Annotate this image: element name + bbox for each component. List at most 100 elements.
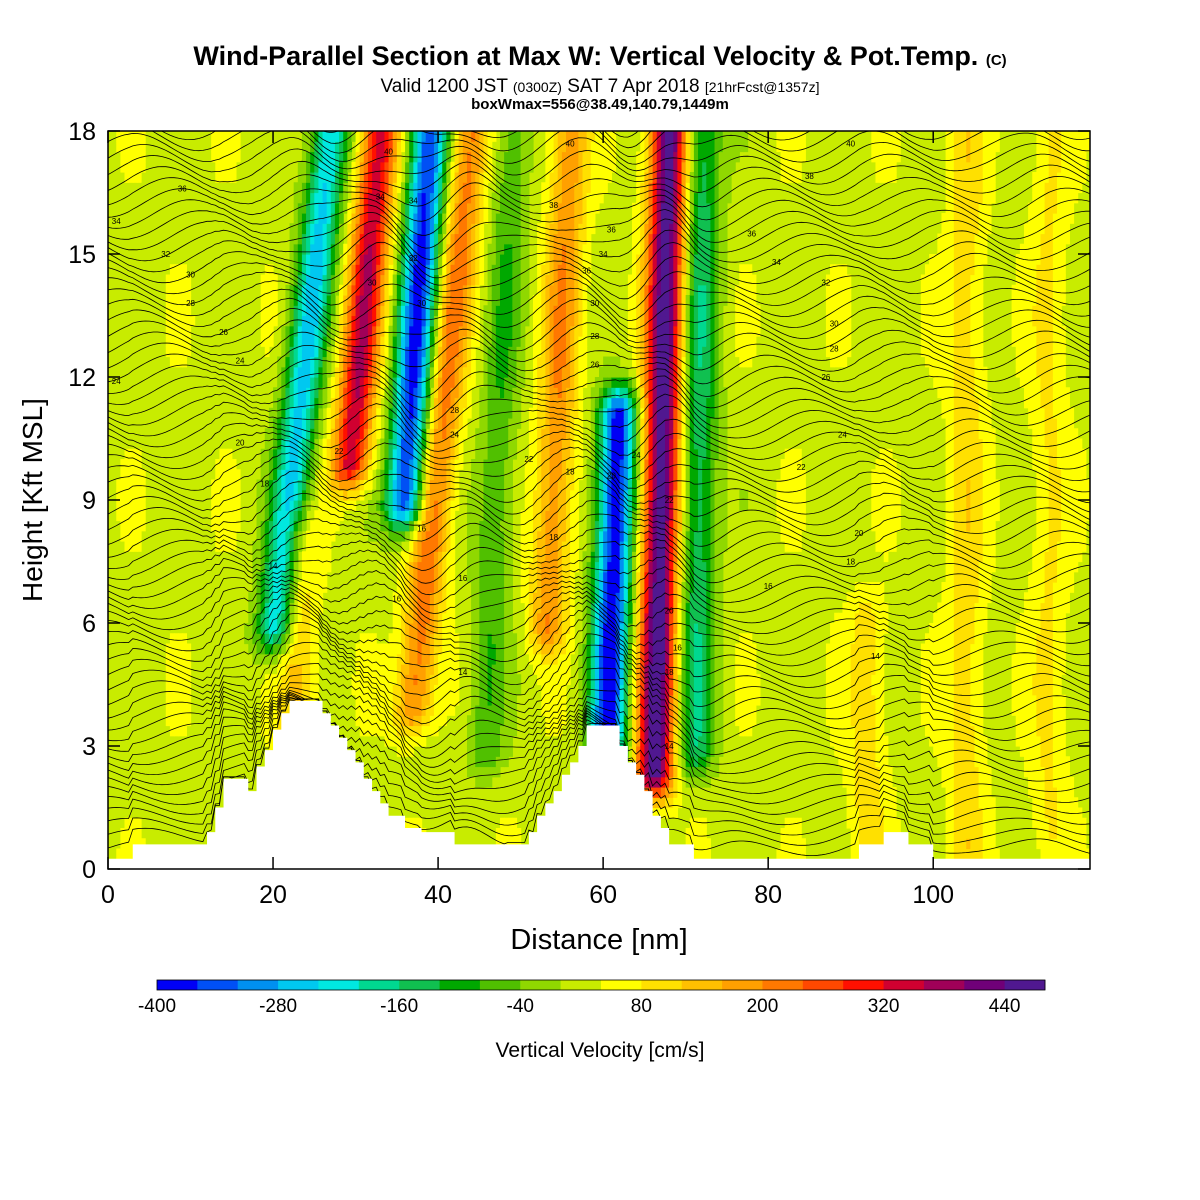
field-cell bbox=[586, 643, 592, 655]
field-cell bbox=[169, 295, 175, 306]
field-cell bbox=[289, 510, 295, 522]
field-cell bbox=[417, 489, 423, 501]
field-cell bbox=[174, 715, 179, 727]
field-cell bbox=[541, 571, 546, 583]
field-cell bbox=[636, 684, 641, 696]
field-cell bbox=[223, 479, 229, 491]
field-cell bbox=[376, 305, 381, 317]
field-cell bbox=[405, 254, 410, 265]
field-cell bbox=[120, 161, 126, 173]
field-cell bbox=[483, 725, 489, 737]
field-cell bbox=[380, 643, 386, 655]
field-cell bbox=[446, 161, 452, 173]
field-cell bbox=[615, 705, 621, 716]
field-cell bbox=[310, 336, 315, 347]
field-cell bbox=[479, 438, 485, 450]
field-cell bbox=[351, 305, 357, 317]
field-cell bbox=[557, 202, 563, 214]
field-cell bbox=[421, 602, 427, 614]
field-cell bbox=[306, 571, 311, 583]
field-cell bbox=[450, 561, 456, 573]
field-cell bbox=[136, 448, 142, 460]
field-cell bbox=[322, 571, 328, 583]
field-cell bbox=[565, 520, 571, 532]
field-cell bbox=[310, 141, 315, 153]
field-cell bbox=[508, 448, 513, 460]
field-cell bbox=[479, 510, 485, 522]
field-cell bbox=[454, 305, 460, 317]
field-cell bbox=[557, 172, 563, 183]
field-cell bbox=[574, 315, 579, 327]
field-cell bbox=[504, 397, 509, 409]
field-cell bbox=[438, 141, 443, 153]
field-cell bbox=[487, 346, 493, 358]
field-cell bbox=[632, 561, 637, 573]
field-cell bbox=[301, 295, 307, 306]
field-cell bbox=[330, 295, 336, 306]
field-cell bbox=[433, 233, 439, 245]
field-cell bbox=[293, 325, 299, 337]
field-cell bbox=[446, 479, 452, 491]
field-cell bbox=[363, 633, 369, 645]
field-cell bbox=[347, 161, 353, 173]
field-cell bbox=[405, 674, 410, 686]
field-cell bbox=[570, 448, 575, 460]
field-cell bbox=[433, 141, 439, 153]
field-cell bbox=[314, 305, 320, 317]
field-cell bbox=[528, 161, 534, 173]
field-cell bbox=[570, 438, 575, 450]
field-cell bbox=[306, 377, 311, 388]
field-cell bbox=[322, 182, 328, 194]
field-cell bbox=[532, 612, 538, 624]
field-cell bbox=[314, 530, 320, 542]
field-cell bbox=[273, 612, 278, 624]
field-cell bbox=[322, 346, 328, 358]
field-cell bbox=[355, 202, 361, 214]
field-cell bbox=[409, 295, 414, 306]
field-cell bbox=[396, 141, 402, 153]
field-cell bbox=[627, 438, 633, 450]
field-cell bbox=[599, 664, 604, 675]
field-cell bbox=[301, 141, 307, 153]
field-cell bbox=[553, 725, 559, 737]
field-cell bbox=[429, 694, 435, 706]
field-cell bbox=[495, 325, 501, 337]
field-cell bbox=[301, 571, 307, 583]
field-cell bbox=[301, 397, 307, 409]
field-cell bbox=[565, 541, 571, 552]
field-cell bbox=[557, 131, 563, 142]
field-cell bbox=[636, 633, 641, 645]
field-cell bbox=[326, 561, 332, 573]
field-cell bbox=[376, 366, 381, 378]
field-cell bbox=[363, 520, 369, 532]
field-cell bbox=[438, 366, 443, 378]
field-cell bbox=[442, 274, 447, 286]
field-cell bbox=[487, 141, 493, 153]
field-cell bbox=[541, 202, 546, 214]
field-cell bbox=[425, 694, 431, 706]
field-cell bbox=[607, 520, 612, 532]
field-cell bbox=[504, 510, 509, 522]
field-cell bbox=[491, 694, 497, 706]
field-cell bbox=[454, 356, 460, 368]
field-cell bbox=[231, 459, 237, 470]
field-cell bbox=[623, 612, 629, 624]
field-cell bbox=[458, 356, 464, 368]
field-cell bbox=[632, 223, 637, 235]
field-cell bbox=[607, 582, 612, 593]
field-cell bbox=[574, 469, 579, 481]
field-cell bbox=[508, 500, 513, 511]
field-cell bbox=[520, 172, 526, 183]
field-cell bbox=[557, 223, 563, 235]
field-cell bbox=[314, 643, 320, 655]
field-cell bbox=[330, 336, 336, 347]
field-cell bbox=[495, 161, 501, 173]
field-cell bbox=[599, 387, 604, 399]
field-cell bbox=[334, 284, 340, 296]
field-cell bbox=[268, 407, 274, 419]
field-cell bbox=[565, 653, 571, 665]
field-cell bbox=[310, 592, 315, 604]
field-cell bbox=[611, 602, 617, 614]
field-cell bbox=[475, 428, 480, 440]
field-cell bbox=[343, 459, 348, 470]
